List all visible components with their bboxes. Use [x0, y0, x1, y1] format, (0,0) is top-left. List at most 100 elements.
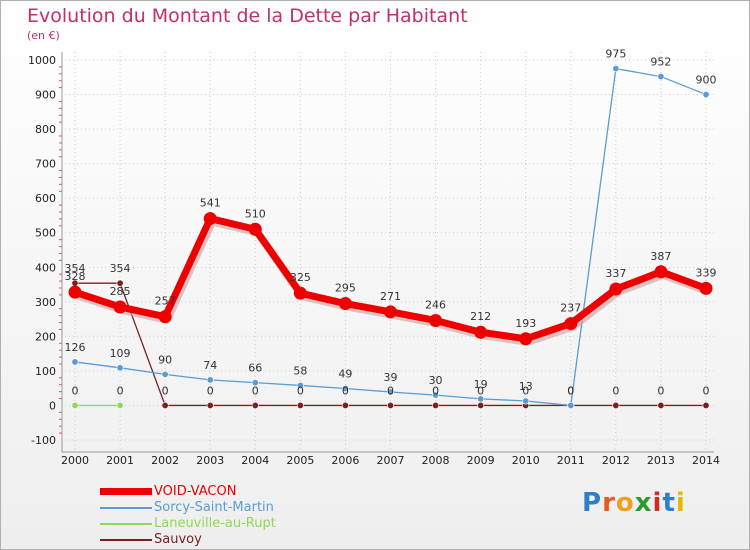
x-tick-label: 2013: [647, 454, 675, 467]
x-tick-label: 2003: [196, 454, 224, 467]
x-tick-label: 2007: [377, 454, 405, 467]
data-label: 49: [338, 368, 352, 381]
data-point: [429, 313, 443, 327]
y-tick-label: 800: [35, 123, 56, 136]
data-label: 0: [567, 384, 574, 397]
data-point: [203, 212, 217, 226]
data-point: [71, 358, 79, 366]
data-point: [702, 401, 710, 409]
x-tick-label: 2001: [106, 454, 134, 467]
data-point: [341, 401, 349, 409]
legend-label: Sauvoy: [154, 532, 202, 547]
data-label: 0: [567, 384, 574, 397]
data-label: 328: [65, 270, 86, 283]
legend-swatch: [100, 523, 152, 525]
y-tick-label: 100: [35, 365, 56, 378]
x-tick-label: 2011: [557, 454, 585, 467]
y-tick-label: 900: [35, 89, 56, 102]
logo-letter: o: [615, 488, 635, 518]
data-point: [477, 395, 485, 403]
x-tick-label: 2004: [241, 454, 269, 467]
data-label: 66: [248, 362, 262, 375]
data-label: 0: [522, 384, 529, 397]
data-point: [612, 65, 620, 73]
data-point: [432, 391, 440, 399]
data-label: 271: [380, 290, 401, 303]
data-point: [296, 401, 304, 409]
data-point: [206, 376, 214, 384]
data-label: 109: [110, 347, 131, 360]
data-label: 0: [657, 384, 664, 397]
chart-title: Evolution du Montant de la Dette par Hab…: [27, 5, 468, 27]
data-label: 900: [696, 74, 717, 87]
x-tick-label: 2014: [692, 454, 720, 467]
data-label: 126: [65, 341, 86, 354]
data-label: 510: [245, 207, 266, 220]
legend-label: Laneuville-au-Rupt: [154, 516, 276, 531]
y-tick-label: 0: [49, 399, 56, 412]
y-tick-label: 700: [35, 158, 56, 171]
series-shadow-void-vacon: [75, 217, 710, 346]
data-point: [251, 379, 259, 387]
data-point: [386, 388, 394, 396]
x-tick-label: 2008: [422, 454, 450, 467]
data-point: [116, 364, 124, 372]
data-label: 58: [293, 364, 307, 377]
x-tick-label: 2006: [331, 454, 359, 467]
x-tick-label: 2009: [467, 454, 495, 467]
x-tick-label: 2000: [61, 454, 89, 467]
y-tick-label: 1000: [28, 54, 56, 67]
data-label: 19: [474, 378, 488, 391]
data-label: 0: [387, 384, 394, 397]
legend-swatch: [100, 539, 152, 541]
data-point: [296, 381, 304, 389]
data-label: 212: [470, 310, 491, 323]
proxiti-logo: Proxiti: [582, 488, 686, 518]
data-label: 354: [65, 262, 86, 275]
data-label: 0: [432, 384, 439, 397]
y-tick-label: -100: [31, 434, 56, 447]
data-point: [519, 332, 533, 346]
data-label: 337: [605, 267, 626, 280]
data-point: [68, 285, 82, 299]
data-point: [113, 300, 127, 314]
data-point: [341, 385, 349, 393]
data-label: 295: [335, 282, 356, 295]
y-tick-label: 200: [35, 330, 56, 343]
data-label: 193: [515, 317, 536, 330]
data-label: 952: [650, 56, 671, 69]
data-point: [206, 401, 214, 409]
data-point: [474, 325, 488, 339]
data-label: 13: [519, 380, 533, 393]
data-point: [564, 317, 578, 331]
data-point: [609, 282, 623, 296]
data-label: 0: [162, 384, 169, 397]
data-label: 325: [290, 271, 311, 284]
data-point: [338, 297, 352, 311]
legend-label: Sorcy-Saint-Martin: [154, 500, 274, 515]
data-label: 237: [560, 302, 581, 315]
data-label: 74: [203, 359, 217, 372]
data-point: [158, 310, 172, 324]
legend-swatch: [100, 488, 152, 495]
logo-letter: x: [634, 488, 653, 518]
data-point: [432, 401, 440, 409]
data-point: [567, 401, 575, 409]
data-point: [699, 281, 713, 295]
data-point: [702, 91, 710, 99]
y-tick-label: 600: [35, 192, 56, 205]
data-label: 0: [252, 384, 259, 397]
data-label: 39: [384, 371, 398, 384]
logo-letter: P: [582, 488, 603, 518]
data-point: [657, 401, 665, 409]
data-label: 0: [117, 384, 124, 397]
data-label: 0: [612, 384, 619, 397]
data-label: 354: [110, 262, 131, 275]
data-point: [161, 401, 169, 409]
data-label: 285: [110, 285, 131, 298]
data-point: [477, 401, 485, 409]
data-label: 339: [696, 266, 717, 279]
data-label: 0: [207, 384, 214, 397]
data-point: [612, 401, 620, 409]
